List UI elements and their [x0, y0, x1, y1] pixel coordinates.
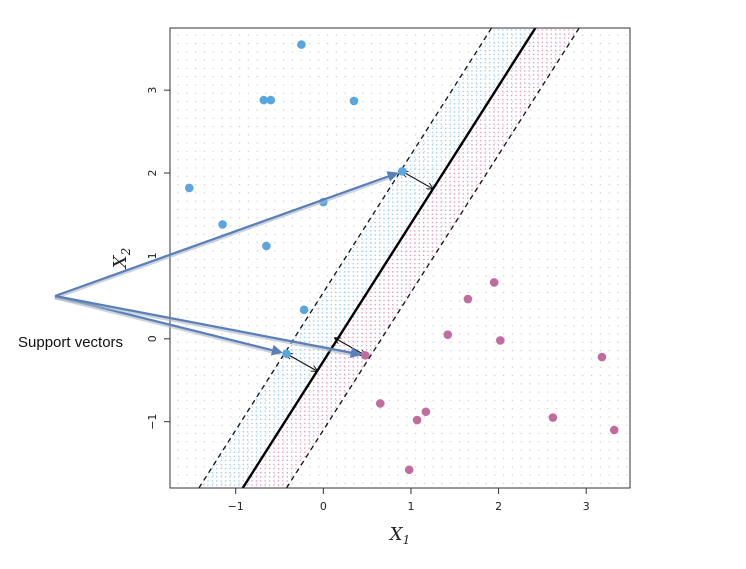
purple-point-7 — [375, 399, 385, 408]
separating-hyperplane — [241, 28, 537, 488]
x-tick-label: 3 — [583, 500, 590, 513]
blue-point-10 — [299, 305, 309, 315]
purple-point-2 — [463, 294, 473, 304]
blue-point-5 — [184, 183, 194, 193]
margin-band-blue — [198, 28, 536, 488]
pointer-shadow-3 — [54, 295, 360, 358]
blue-point-9 — [397, 167, 407, 176]
purple-point-4 — [496, 336, 505, 345]
margin-arrow-1 — [402, 171, 433, 188]
pointer-shadow-2 — [54, 295, 282, 356]
x-tick-label: −1 — [228, 500, 244, 513]
margin-line-upper — [198, 28, 493, 488]
y-tick-label: 3 — [146, 87, 159, 94]
y-tick-label: −1 — [146, 414, 159, 430]
x-tick-label: 0 — [320, 500, 327, 513]
x-axis-label: X1 — [388, 524, 410, 547]
purple-point-12 — [404, 465, 414, 475]
purple-point-9 — [412, 415, 422, 425]
blue-point-11 — [282, 349, 291, 359]
data-points — [184, 40, 619, 475]
blue-point-3 — [266, 95, 276, 105]
x-axis: −1 0 1 2 3 — [228, 488, 590, 513]
blue-point-2 — [259, 95, 269, 105]
margin-line-lower — [285, 28, 580, 488]
purple-point-11 — [609, 425, 619, 435]
purple-point-6 — [361, 351, 370, 360]
purple-point-10 — [548, 413, 558, 422]
blue-point-7 — [262, 241, 271, 251]
y-tick-label: 1 — [146, 252, 159, 259]
pointer-shadow-1 — [54, 173, 398, 300]
plot-area — [184, 28, 619, 488]
purple-point-8 — [421, 407, 431, 417]
blue-point-1 — [297, 40, 306, 49]
y-tick-label: 2 — [146, 170, 159, 177]
support-vectors-label: Support vectors — [18, 334, 123, 351]
support-vector-pointers — [54, 171, 399, 359]
x-tick-label: 1 — [407, 500, 414, 513]
purple-point-5 — [597, 352, 607, 362]
pointer-arrow-3 — [54, 294, 362, 359]
y-tick-label: 0 — [146, 335, 159, 342]
y-axis: −1 0 1 2 3 — [146, 87, 170, 430]
purple-point-3 — [443, 330, 453, 339]
pointer-arrow-1 — [54, 171, 399, 298]
blue-point-4 — [349, 96, 359, 106]
y-axis-label: X2 — [110, 248, 133, 270]
blue-point-6 — [218, 220, 227, 229]
x-tick-label: 2 — [495, 500, 502, 513]
margin-band-pink — [242, 28, 580, 488]
purple-point-1 — [489, 278, 499, 287]
margin-arrow-2 — [287, 354, 318, 371]
